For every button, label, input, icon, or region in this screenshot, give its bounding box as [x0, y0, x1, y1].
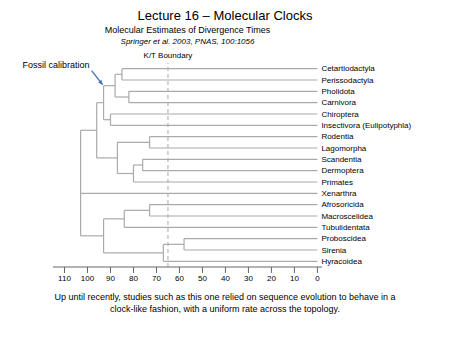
svg-text:Primates: Primates — [321, 178, 353, 187]
svg-text:Xenarthra: Xenarthra — [321, 189, 357, 198]
svg-text:Carnivora: Carnivora — [321, 98, 356, 107]
svg-text:80: 80 — [129, 274, 138, 283]
svg-text:Insectivora (Eulipotyphla): Insectivora (Eulipotyphla) — [321, 121, 411, 130]
html-text:Up until recently, studies suc: Up until recently, studies such as this … — [54, 292, 396, 302]
svg-text:Perissodactyla: Perissodactyla — [321, 76, 374, 85]
svg-text:Dermoptera: Dermoptera — [321, 166, 364, 175]
svg-text:K/T Boundary: K/T Boundary — [144, 51, 193, 60]
svg-text:Lagomorpha: Lagomorpha — [321, 144, 366, 153]
svg-text:Fossil calibration: Fossil calibration — [23, 60, 90, 70]
svg-text:110: 110 — [58, 274, 71, 283]
svg-text:Cetartiodactyla: Cetartiodactyla — [321, 64, 375, 73]
svg-text:90: 90 — [106, 274, 115, 283]
html-text:Molecular Estimates of Diverge: Molecular Estimates of Divergence Times — [104, 25, 271, 35]
svg-text:Macroscelidea: Macroscelidea — [321, 212, 373, 221]
svg-text:Rodentia: Rodentia — [321, 132, 354, 141]
svg-text:Hyracoidea: Hyracoidea — [321, 257, 362, 266]
svg-text:70: 70 — [152, 274, 161, 283]
svg-text:Chiroptera: Chiroptera — [321, 110, 359, 119]
svg-text:Afrosoricida: Afrosoricida — [321, 200, 364, 209]
svg-text:20: 20 — [267, 274, 276, 283]
html-text:Lecture 16 – Molecular Clocks: Lecture 16 – Molecular Clocks — [137, 8, 313, 23]
svg-text:50: 50 — [198, 274, 207, 283]
svg-text:0: 0 — [315, 274, 320, 283]
svg-text:40: 40 — [221, 274, 230, 283]
html-text:clock-like fashion, with a uni: clock-like fashion, with a uniform rate … — [110, 304, 340, 314]
svg-text:Pholidota: Pholidota — [321, 87, 355, 96]
svg-text:30: 30 — [244, 274, 253, 283]
html-text:Springer et al. 2003, PNAS, 10: Springer et al. 2003, PNAS, 100:1056 — [120, 37, 255, 46]
svg-text:Scandentia: Scandentia — [321, 155, 362, 164]
svg-text:10: 10 — [290, 274, 299, 283]
svg-text:100: 100 — [81, 274, 95, 283]
svg-text:Sirenia: Sirenia — [321, 246, 346, 255]
svg-text:60: 60 — [175, 274, 184, 283]
svg-text:Tubulidentata: Tubulidentata — [321, 223, 370, 232]
svg-text:Proboscidea: Proboscidea — [321, 234, 366, 243]
